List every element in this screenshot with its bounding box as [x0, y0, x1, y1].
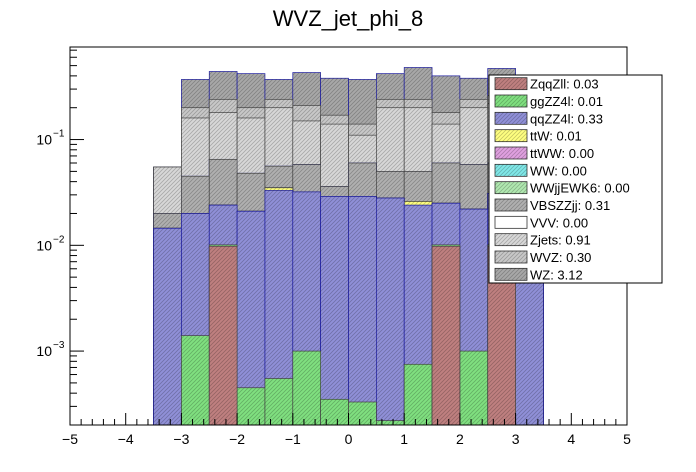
- y-tick-exponent: −3: [53, 340, 65, 351]
- bar-hatch-qqZZ4l-bin-6: [320, 196, 349, 425]
- legend-swatch-hatch-Zjets: [495, 233, 527, 246]
- x-tick-label: −3: [173, 431, 189, 447]
- legend-label-VBSZZjj: VBSZZjj: 0.31: [530, 198, 610, 213]
- legend-swatch-hatch-ZqqZll: [495, 77, 527, 90]
- legend-swatch-hatch-WZ: [495, 268, 527, 281]
- legend-swatch-hatch-ttW: [495, 129, 527, 142]
- x-tick-label: 3: [512, 431, 520, 447]
- legend-swatch-hatch-ggZZ4l: [495, 95, 527, 107]
- x-tick-label: 0: [345, 431, 353, 447]
- bar-hatch-ggZZ4l-bin-8: [376, 420, 405, 425]
- x-tick-label: −1: [285, 431, 301, 447]
- legend-swatch-hatch-VBSZZjj: [495, 199, 527, 211]
- legend-label-qqZZ4l: qqZZ4l: 0.33: [530, 111, 603, 126]
- y-tick-exponent: −1: [53, 129, 65, 140]
- x-axis: −5 −4 −3 −2 −1 0 1 2 3 4 5: [62, 413, 631, 447]
- legend-swatch-hatch-WVZ: [495, 251, 527, 263]
- legend: ZqqZll: 0.03 ggZZ4l: 0.01 qqZZ4l: 0.33 ttW:…: [488, 74, 663, 284]
- legend-swatch-hatch-WWjjEWK6: [495, 181, 527, 194]
- legend-label-WW: WW: 0.00: [530, 163, 587, 178]
- legend-swatch-hatch-qqZZ4l: [495, 112, 527, 125]
- legend-label-VVV: VVV: 0.00: [530, 215, 588, 230]
- y-tick-label: 10: [36, 237, 52, 253]
- legend-swatch-hatch-WW: [495, 164, 527, 177]
- x-tick-label: −5: [62, 431, 78, 447]
- bar-hatch-ggZZ4l-bin-4: [264, 378, 293, 425]
- x-tick-label: −4: [118, 431, 134, 447]
- legend-label-WWjjEWK6: WWjjEWK6: 0.00: [530, 181, 630, 196]
- legend-swatch-VVV: [494, 215, 528, 229]
- bar-hatch-ggZZ4l-bin-11: [459, 351, 488, 425]
- legend-swatch-hatch-ttWW: [495, 147, 527, 159]
- bar-hatch-ggZZ4l-bin-7: [348, 401, 377, 425]
- bar-hatch-ggZZ4l-bin-3: [237, 387, 265, 425]
- bar-hatch-qqZZ4l-bin-8: [376, 198, 405, 425]
- legend-label-WZ: WZ: 3.12: [530, 267, 583, 282]
- bar-hatch-ggZZ4l-bin-5: [292, 351, 321, 425]
- legend-label-ZqqZll: ZqqZll: 0.03: [530, 77, 599, 92]
- stacked-bars: [153, 67, 544, 426]
- bar-hatch-ggZZ4l-bin-9: [404, 364, 433, 425]
- x-tick-label: 1: [400, 431, 408, 447]
- legend-label-WVZ: WVZ: 0.30: [530, 250, 591, 265]
- y-tick-label: 10: [36, 343, 52, 359]
- bar-hatch-ggZZ4l-bin-6: [320, 399, 349, 425]
- x-tick-label: −2: [229, 431, 245, 447]
- bar-hatch-qqZZ4l-bin-7: [348, 196, 377, 425]
- legend-label-ttWW: ttWW: 0.00: [530, 146, 594, 161]
- legend-label-ggZZ4l: ggZZ4l: 0.01: [530, 94, 603, 109]
- x-tick-label: 4: [567, 431, 575, 447]
- bar-hatch-ggZZ4l-bin-1: [181, 335, 210, 425]
- y-tick-exponent: −2: [53, 234, 65, 245]
- chart-title: WVZ_jet_phi_8: [273, 6, 423, 31]
- bar-hatch-qqZZ4l-bin-0: [153, 228, 182, 425]
- legend-label-Zjets: Zjets: 0.91: [530, 233, 591, 248]
- x-tick-label: 2: [456, 431, 464, 447]
- bar-hatch-ZqqZll-bin-2: [209, 246, 238, 425]
- y-tick-label: 10: [36, 132, 52, 148]
- y-axis: 10−310−210−1: [36, 49, 84, 426]
- bar-hatch-ZqqZll-bin-10: [432, 246, 460, 425]
- legend-box: [488, 74, 663, 284]
- legend-label-ttW: ttW: 0.01: [530, 129, 582, 144]
- x-tick-label: 5: [623, 431, 631, 447]
